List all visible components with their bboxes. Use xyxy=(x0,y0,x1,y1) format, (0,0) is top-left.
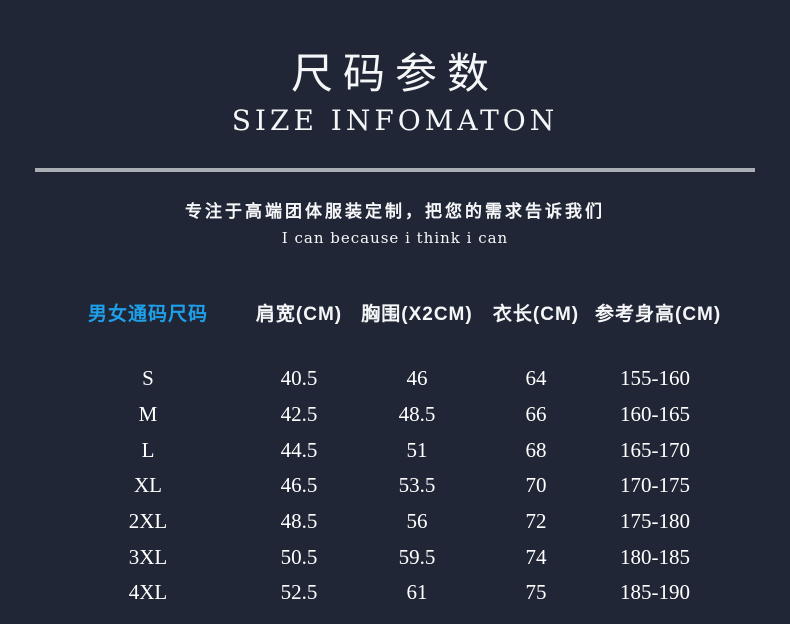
size-label: 3XL xyxy=(128,544,168,569)
height-value: 180-185 xyxy=(620,544,690,569)
table-row-xl: XL 46.5 53.5 70 170-175 xyxy=(0,468,790,504)
shoulder-value: 52.5 xyxy=(280,580,318,605)
table-row-2xl: 2XL 48.5 56 72 175-180 xyxy=(0,504,790,540)
page-title-english: SIZE INFOMATON xyxy=(231,104,559,137)
column-header-size: 男女通码尺码 xyxy=(87,304,208,325)
table-row-m: M 42.5 48.5 66 160-165 xyxy=(0,397,790,433)
chest-value: 59.5 xyxy=(398,544,436,569)
chest-value: 46 xyxy=(406,366,428,391)
chest-value: 48.5 xyxy=(398,402,436,427)
size-label: 2XL xyxy=(128,509,168,534)
size-table: 男女通码尺码 肩宽(CM) 胸围(X2CM) 衣长(CM) 参考身高(CM) S… xyxy=(0,302,790,611)
size-info-panel: 尺码参数 SIZE INFOMATON 专注于高端团体服装定制，把您的需求告诉我… xyxy=(0,44,790,624)
size-table-body: S 40.5 46 64 155-160 M 42.5 48.5 66 160-… xyxy=(0,361,790,611)
length-value: 70 xyxy=(525,473,547,498)
height-value: 175-180 xyxy=(620,509,690,534)
length-value: 66 xyxy=(525,402,547,427)
page-title-chinese: 尺码参数 xyxy=(290,49,499,98)
chest-value: 61 xyxy=(406,580,428,605)
shoulder-value: 48.5 xyxy=(280,509,318,534)
size-label: 4XL xyxy=(128,580,168,605)
length-value: 74 xyxy=(525,544,547,569)
height-value: 165-170 xyxy=(620,437,690,462)
size-label: XL xyxy=(134,473,162,498)
shoulder-value: 50.5 xyxy=(280,544,318,569)
table-row-4xl: 4XL 52.5 61 75 185-190 xyxy=(0,575,790,611)
tagline-english: I can because i think i can xyxy=(281,229,509,247)
length-value: 75 xyxy=(525,580,547,605)
length-value: 72 xyxy=(525,509,547,534)
shoulder-value: 44.5 xyxy=(280,437,318,462)
chest-value: 56 xyxy=(406,509,428,534)
size-label: M xyxy=(138,402,158,427)
table-row-s: S 40.5 46 64 155-160 xyxy=(0,361,790,397)
column-header-garment-length: 衣长(CM) xyxy=(492,304,580,325)
column-header-chest-circumference: 胸围(X2CM) xyxy=(361,304,473,325)
height-value: 185-190 xyxy=(620,580,690,605)
size-table-header-row: 男女通码尺码 肩宽(CM) 胸围(X2CM) 衣长(CM) 参考身高(CM) xyxy=(0,302,790,328)
size-label: L xyxy=(141,437,155,462)
shoulder-value: 40.5 xyxy=(280,366,318,391)
height-value: 160-165 xyxy=(620,402,690,427)
chest-value: 51 xyxy=(406,437,428,462)
tagline-chinese: 专注于高端团体服装定制，把您的需求告诉我们 xyxy=(185,202,605,221)
column-header-reference-height: 参考身高(CM) xyxy=(595,304,722,325)
length-value: 68 xyxy=(525,437,547,462)
divider-line xyxy=(35,168,755,172)
shoulder-value: 42.5 xyxy=(280,402,318,427)
column-header-shoulder-width: 肩宽(CM) xyxy=(255,304,343,325)
chest-value: 53.5 xyxy=(398,473,436,498)
table-row-3xl: 3XL 50.5 59.5 74 180-185 xyxy=(0,539,790,575)
shoulder-value: 46.5 xyxy=(280,473,318,498)
height-value: 170-175 xyxy=(620,473,690,498)
length-value: 64 xyxy=(525,366,547,391)
height-value: 155-160 xyxy=(620,366,690,391)
size-label: S xyxy=(142,366,154,391)
table-row-l: L 44.5 51 68 165-170 xyxy=(0,432,790,468)
